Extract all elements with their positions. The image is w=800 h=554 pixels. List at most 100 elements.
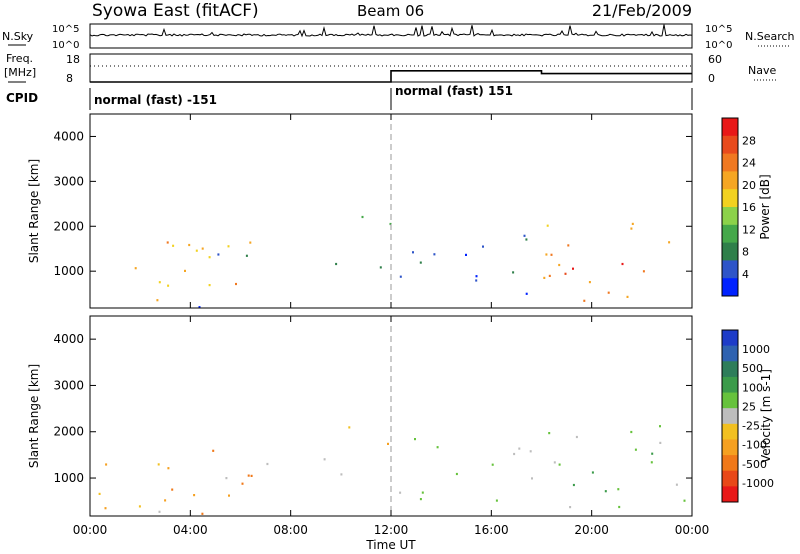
colorbar-swatch [722,135,738,155]
velocity-cell [164,499,167,502]
power-cell [172,244,175,247]
velocity-colorbar: 1000 500 100 25 -25 -100 -500 -1000 Velocity [m… [721,329,774,503]
power-cell [198,306,201,308]
power-cell [227,245,230,248]
nave-tick-0: 0 [708,72,715,85]
freq-tick-18: 18 [66,53,80,66]
colorbar-tick-label: 24 [742,157,756,170]
velocity-cell [495,499,498,502]
power-cell [399,275,402,278]
velocity-cell [569,506,572,509]
velocity-cell [575,435,578,439]
noise-right-ytick-top: 10^5 [705,24,732,35]
colorbar-swatch [722,423,738,440]
power-cell [545,253,548,256]
ytick-label: 2000 [53,219,84,233]
power-ylabel: Slant Range [km] [27,159,41,263]
power-cell [167,284,170,287]
power-cell [412,251,414,254]
velocity-cell [105,463,108,466]
velocity-cell [387,442,389,445]
colorbar-tick-label: 28 [742,134,756,147]
velocity-cell [518,447,521,450]
power-cell [550,253,553,256]
velocity-cell [553,461,556,464]
power-cell [249,241,252,244]
power-cell [433,253,436,256]
ytick-label: 2000 [53,425,84,439]
frequency-panel: Freq. [MHz] 18 8 60 0 Nave [4,52,778,85]
cpid-panel: CPID normal (fast) -151 normal (fast) 15… [6,84,693,110]
velocity-cell [212,449,215,452]
colorbar-tick-label: 1000 [742,343,770,356]
velocity-cell [675,483,678,486]
velocity-cell [651,452,654,455]
cpid-segment-1: normal (fast) -151 [94,93,217,107]
velocity-yticks: 1000 2000 3000 4000 [53,332,692,485]
colorbar-tick-label: 20 [742,179,756,192]
velocity-cell [201,512,204,515]
velocity-cell [513,452,516,456]
velocity-colorbar-label: Velocity [m s-1] [759,369,773,463]
velocity-cell [157,463,160,466]
noise-sky-label: N.Sky [2,30,34,43]
colorbar-swatch [722,361,738,378]
power-cell [482,245,484,248]
colorbar-swatch [722,153,738,172]
power-xticks [89,114,693,308]
power-colorbar: 28 24 20 16 12 8 4 Power [dB] [721,117,772,297]
velocity-cell [171,488,174,491]
colorbar-swatch [722,345,738,362]
power-cell [564,272,567,275]
ytick-label: 4000 [53,332,84,346]
power-scatter [134,215,671,308]
colorbar-tick-label: 8 [742,246,749,259]
power-cell [166,241,169,244]
velocity-cell [98,492,101,495]
power-cell [546,224,549,227]
noise-search-label: N.Search [745,30,795,43]
power-cell [156,299,159,302]
power-cell [626,295,629,298]
velocity-cell [659,441,662,444]
power-cell [588,281,591,284]
power-cell [361,215,364,219]
power-cell [475,275,478,278]
colorbar-swatch [722,118,738,137]
noise-ytick-top: 10^5 [52,24,79,35]
ytick-label: 3000 [53,378,84,392]
velocity-cell [529,450,532,453]
power-cell [548,274,551,277]
colorbar-tick-label: -25 [742,420,760,433]
power-cell [558,263,561,267]
velocity-cell [436,446,439,449]
velocity-cell [531,477,533,480]
power-cell [188,243,191,247]
noise-panel: N.Sky 10^5 10^0 10^5 10^0 N.Search [2,23,795,51]
x-axis-title: Time UT [365,538,416,552]
power-cell [419,261,422,264]
power-cell [475,279,478,282]
velocity-cell [558,463,561,466]
power-cell [379,266,382,269]
velocity-cell [659,425,661,428]
power-cell [607,291,610,294]
velocity-cell [455,472,458,476]
colorbar-swatch [722,278,738,297]
colorbar-tick-label: 500 [742,362,763,375]
freq-label-line2: [MHz] [4,66,36,79]
noise-right-ytick-bottom: 10^0 [705,40,732,51]
power-panel: Slant Range [km] 1000 2000 3000 4000 [27,113,693,309]
power-cell [523,234,526,237]
power-cell [668,241,671,244]
velocity-scatter [98,425,686,515]
cpid-segment-2: normal (fast) 151 [395,84,513,98]
velocity-panel: Slant Range [km] 1000 2000 3000 4000 [27,315,693,517]
velocity-xticks [89,316,693,516]
colorbar-tick-label: -500 [742,458,767,471]
power-cell [621,262,624,266]
x-axis-labels: 00:00 04:00 08:00 12:00 16:00 20:00 00:00 [73,523,710,537]
velocity-cell [650,461,653,464]
power-cell [134,267,137,270]
colorbar-tick-label: 16 [742,201,756,214]
